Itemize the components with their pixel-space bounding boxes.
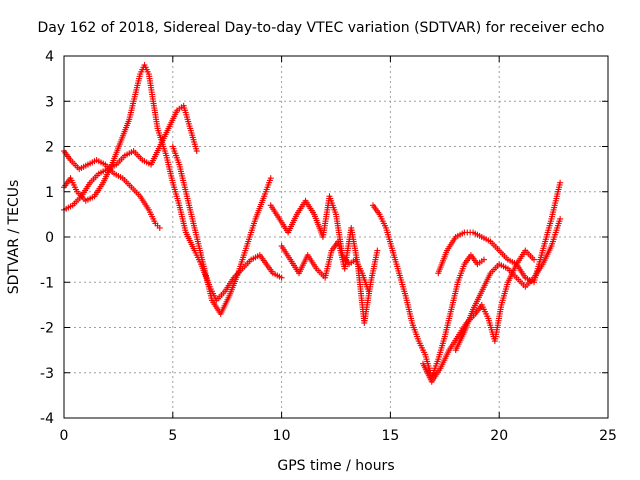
y-tick-label: 1	[45, 185, 54, 201]
y-tick-label: 4	[45, 49, 54, 65]
data-point	[156, 224, 163, 231]
chart-title: Day 162 of 2018, Sidereal Day-to-day VTE…	[38, 20, 605, 36]
y-tick-label: 2	[45, 140, 54, 156]
y-tick-label: 3	[45, 94, 54, 110]
data-point	[267, 175, 274, 182]
y-tick-label: -3	[40, 366, 54, 382]
x-tick-label: 25	[599, 428, 617, 444]
data-marks	[61, 62, 564, 385]
data-point	[531, 256, 538, 263]
x-tick-label: 10	[273, 428, 291, 444]
y-axis-label: SDTVAR / TECUs	[6, 180, 22, 295]
x-tick-label: 15	[381, 428, 399, 444]
data-point	[557, 215, 564, 222]
x-tick-label: 0	[60, 428, 69, 444]
y-tick-label: -2	[40, 321, 54, 337]
y-tick-label: 0	[45, 230, 54, 246]
grid-layer	[64, 56, 608, 418]
data-point	[557, 179, 564, 186]
x-axis-label: GPS time / hours	[277, 458, 394, 474]
data-point	[278, 274, 285, 281]
data-point	[374, 247, 381, 254]
y-tick-label: -1	[40, 275, 54, 291]
y-tick-label: -4	[40, 411, 54, 427]
x-tick-label: 5	[168, 428, 177, 444]
data-point	[480, 256, 487, 263]
data-point	[193, 148, 200, 155]
x-tick-label: 20	[490, 428, 508, 444]
tick-layer: 0 5 10 15 20 25 -4 -3 -2 -1 0 1 2 3 4	[40, 49, 617, 444]
